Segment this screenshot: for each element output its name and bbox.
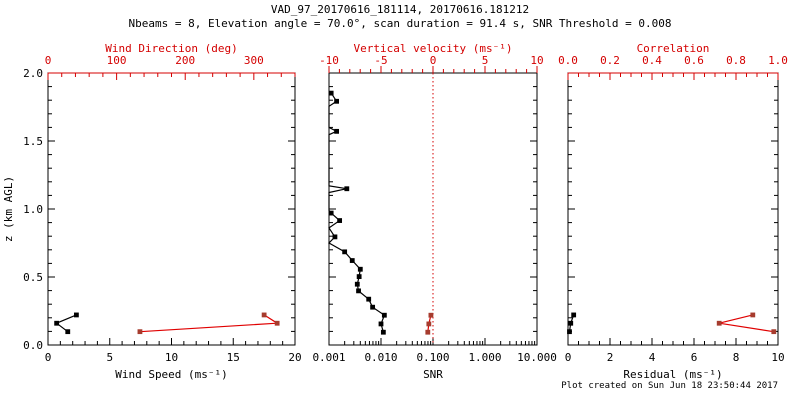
svg-text:0.0: 0.0 [23, 339, 43, 352]
snr-profile-point [349, 258, 355, 263]
wind-direction-point [274, 320, 280, 326]
svg-text:0: 0 [45, 54, 52, 67]
svg-text:0.8: 0.8 [726, 54, 746, 67]
svg-text:5: 5 [482, 54, 489, 67]
snr-profile-point [356, 274, 362, 279]
wind-speed-point [54, 320, 60, 326]
svg-text:2: 2 [607, 351, 614, 364]
svg-text:0: 0 [45, 351, 52, 364]
snr-profile-point [332, 234, 338, 240]
snr-profile-point [356, 288, 361, 294]
snr-profile-point [370, 304, 376, 310]
residual-point [568, 320, 574, 326]
svg-text:0.4: 0.4 [642, 54, 662, 67]
svg-text:1.5: 1.5 [23, 135, 43, 148]
svg-text:6: 6 [691, 351, 698, 364]
correlation-point [750, 312, 756, 318]
plot-created-timestamp: Plot created on Sun Jun 18 23:50:44 2017 [561, 381, 778, 391]
svg-text:10.000: 10.000 [517, 351, 557, 364]
svg-text:1.0: 1.0 [23, 203, 43, 216]
svg-text:300: 300 [244, 54, 264, 67]
x-axis-label-residual: Residual (ms⁻¹) [623, 368, 722, 381]
svg-text:10: 10 [771, 351, 784, 364]
top-axis-label-residual: Correlation [637, 42, 710, 55]
wind-speed-point [65, 329, 71, 335]
svg-text:1.0: 1.0 [768, 54, 788, 67]
snr-profile-point [334, 98, 339, 104]
svg-text:0: 0 [430, 54, 437, 67]
svg-text:2.0: 2.0 [23, 67, 43, 80]
svg-text:0.010: 0.010 [364, 351, 397, 364]
correlation-point [771, 329, 777, 335]
wind-direction-line [139, 314, 280, 333]
svg-text:15: 15 [227, 351, 240, 364]
top-axis-label-wind: Wind Direction (deg) [105, 42, 237, 55]
wind-speed-point [74, 312, 79, 318]
x-axis-label-snr: SNR [423, 368, 443, 381]
vertical-velocity-point [428, 312, 434, 318]
svg-text:1.000: 1.000 [468, 351, 501, 364]
top-axis-label-snr: Vertical velocity (ms⁻¹) [354, 42, 513, 55]
snr-profile-point [378, 321, 384, 327]
svg-text:4: 4 [649, 351, 656, 364]
snr-profile-point [342, 249, 348, 255]
svg-text:0.6: 0.6 [684, 54, 704, 67]
snr-profile-point [381, 312, 387, 318]
residual-point [571, 312, 577, 318]
snr-profile-point [357, 266, 363, 272]
svg-text:0.2: 0.2 [600, 54, 620, 67]
wind-direction-point [137, 329, 143, 335]
snr-profile-point [328, 90, 334, 96]
correlation-point [716, 320, 722, 326]
snr-profile-point [344, 186, 350, 192]
snr-profile-point [328, 210, 334, 216]
svg-text:0.001: 0.001 [312, 351, 345, 364]
svg-text:10: 10 [530, 54, 543, 67]
svg-text:0.5: 0.5 [23, 271, 43, 284]
y-axis-label: z (km AGL) [2, 176, 15, 242]
svg-text:0.0: 0.0 [558, 54, 578, 67]
vertical-velocity-point [426, 321, 432, 327]
snr-profile-point [354, 281, 360, 287]
svg-text:-10: -10 [319, 54, 339, 67]
snr-profile-point [334, 128, 339, 134]
plot-title: VAD_97_20170616_181114, 20170616.181212 [270, 3, 530, 16]
x-axis-label-wind: Wind Speed (ms⁻¹) [115, 368, 228, 381]
panel-residual: 0 2 4 6 8 10 Residual (ms⁻¹) 0.0 0.2 0.4 0.6 0.8 1.0… [558, 42, 788, 381]
snr-profile-point [337, 218, 343, 223]
svg-text:-5: -5 [374, 54, 387, 67]
svg-text:20: 20 [288, 351, 301, 364]
wind-speed-line [55, 314, 77, 333]
svg-text:0.100: 0.100 [416, 351, 449, 364]
vertical-velocity-point [425, 329, 431, 335]
residual-point [567, 329, 572, 335]
svg-text:5: 5 [106, 351, 113, 364]
snr-profile-point [366, 296, 372, 302]
svg-text:100: 100 [107, 54, 127, 67]
correlation-line [719, 314, 774, 333]
snr-profile-point [380, 329, 386, 335]
plot-subtitle: Nbeams = 8, Elevation angle = 70.0°, sca… [128, 17, 672, 30]
svg-text:200: 200 [175, 54, 195, 67]
svg-text:8: 8 [733, 351, 740, 364]
panel-wind: 0.0 0.5 1.0 1.5 2.0 z (km AGL) 0 5 10 15 20 Wind Sp… [2, 42, 302, 381]
panel-snr: 0.001 0.010 0.100 1.000 10.000 SNR -10 -5 0 5 10 Ve… [312, 42, 556, 381]
wind-direction-point [261, 312, 267, 318]
svg-text:0: 0 [565, 351, 572, 364]
svg-text:10: 10 [165, 351, 178, 364]
